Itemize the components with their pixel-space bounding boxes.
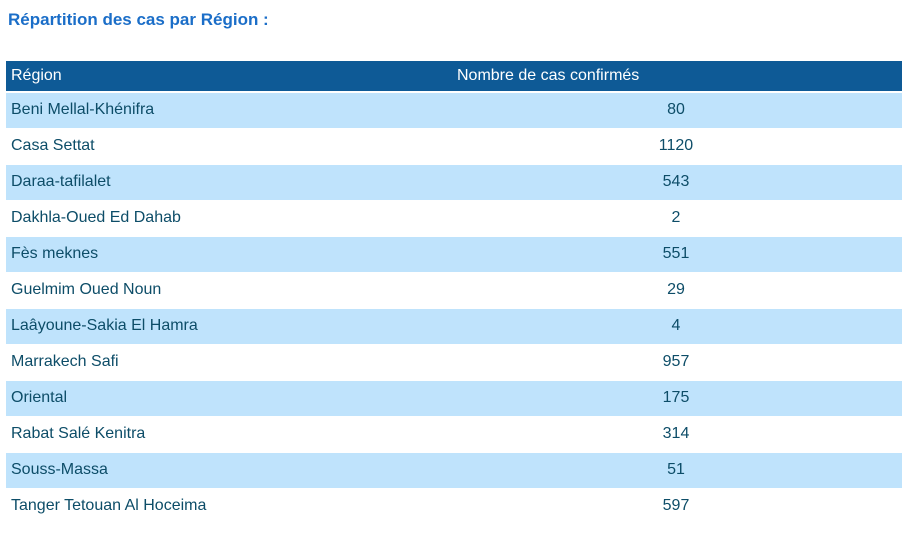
region-cell: Souss-Massa bbox=[6, 452, 450, 489]
region-cell: Fès meknes bbox=[6, 236, 450, 273]
region-cell: Beni Mellal-Khénifra bbox=[6, 92, 450, 129]
table-header: Région Nombre de cas confirmés bbox=[6, 61, 902, 93]
table-row: Guelmim Oued Noun 29 bbox=[6, 272, 902, 309]
page-title: Répartition des cas par Région : bbox=[8, 10, 269, 29]
cases-count-cell: 543 bbox=[450, 164, 902, 201]
table-row: Daraa-tafilalet 543 bbox=[6, 164, 902, 201]
table-body: Beni Mellal-Khénifra 80 Casa Settat 1120… bbox=[6, 92, 902, 525]
cases-count-cell: 4 bbox=[450, 308, 902, 345]
cases-count-cell: 1120 bbox=[450, 128, 902, 165]
region-cell: Oriental bbox=[6, 380, 450, 417]
table-row: Rabat Salé Kenitra 314 bbox=[6, 416, 902, 453]
cases-count-cell: 175 bbox=[450, 380, 902, 417]
region-cell: Marrakech Safi bbox=[6, 344, 450, 381]
column-header-region: Région bbox=[6, 61, 450, 93]
region-cell: Tanger Tetouan Al Hoceima bbox=[6, 488, 450, 525]
cases-count-cell: 597 bbox=[450, 488, 902, 525]
column-header-confirmed-cases: Nombre de cas confirmés bbox=[450, 61, 902, 93]
table-row: Casa Settat 1120 bbox=[6, 128, 902, 165]
region-cell: Guelmim Oued Noun bbox=[6, 272, 450, 309]
table-row: Fès meknes 551 bbox=[6, 236, 902, 273]
table-row: Beni Mellal-Khénifra 80 bbox=[6, 92, 902, 129]
table-row: Marrakech Safi 957 bbox=[6, 344, 902, 381]
cases-by-region-table: Région Nombre de cas confirmés Beni Mell… bbox=[6, 61, 902, 525]
region-cell: Casa Settat bbox=[6, 128, 450, 165]
region-cell: Dakhla-Oued Ed Dahab bbox=[6, 200, 450, 237]
table-row: Dakhla-Oued Ed Dahab 2 bbox=[6, 200, 902, 237]
region-cell: Rabat Salé Kenitra bbox=[6, 416, 450, 453]
table-row: Oriental 175 bbox=[6, 380, 902, 417]
cases-count-cell: 551 bbox=[450, 236, 902, 273]
cases-count-cell: 80 bbox=[450, 92, 902, 129]
table-row: Souss-Massa 51 bbox=[6, 452, 902, 489]
cases-count-cell: 51 bbox=[450, 452, 902, 489]
cases-count-cell: 957 bbox=[450, 344, 902, 381]
cases-count-cell: 29 bbox=[450, 272, 902, 309]
table-row: Tanger Tetouan Al Hoceima 597 bbox=[6, 488, 902, 525]
cases-count-cell: 2 bbox=[450, 200, 902, 237]
region-cell: Daraa-tafilalet bbox=[6, 164, 450, 201]
region-cell: Laâyoune-Sakia El Hamra bbox=[6, 308, 450, 345]
page: Répartition des cas par Région : Région … bbox=[6, 10, 902, 525]
table-row: Laâyoune-Sakia El Hamra 4 bbox=[6, 308, 902, 345]
table-header-row: Région Nombre de cas confirmés bbox=[6, 61, 902, 93]
cases-count-cell: 314 bbox=[450, 416, 902, 453]
